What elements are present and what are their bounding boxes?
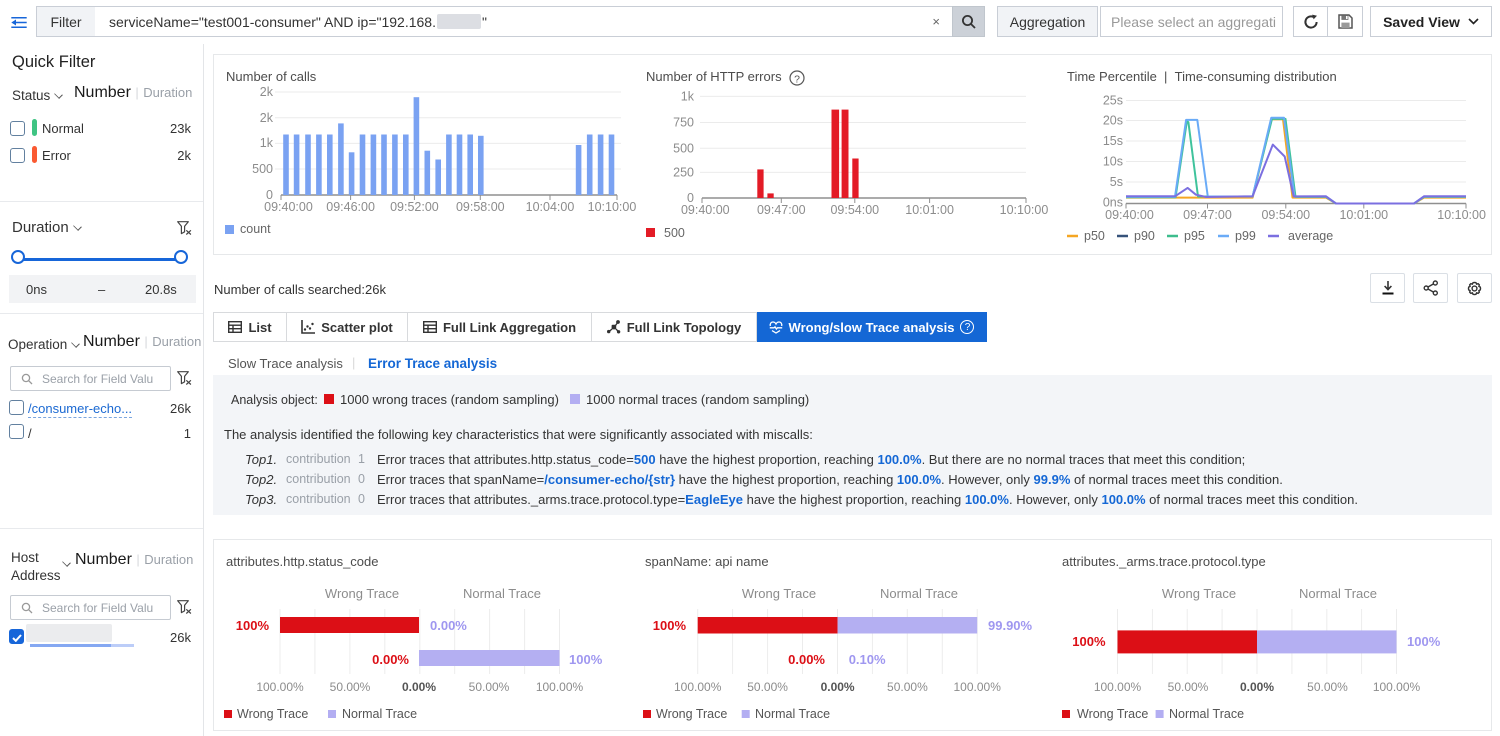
svg-text:p99: p99 bbox=[1235, 229, 1256, 243]
svg-text:p95: p95 bbox=[1184, 229, 1205, 243]
svg-text:10:01:00: 10:01:00 bbox=[1339, 208, 1388, 222]
svg-text:0.00%: 0.00% bbox=[788, 652, 825, 667]
svg-text:average: average bbox=[1288, 229, 1333, 243]
svg-text:0.00%: 0.00% bbox=[430, 618, 467, 633]
svg-text:10:10:00: 10:10:00 bbox=[1000, 203, 1049, 217]
svg-text:10s: 10s bbox=[1103, 155, 1123, 169]
svg-text:Wrong Trace: Wrong Trace bbox=[237, 707, 308, 721]
svg-text:Wrong Trace: Wrong Trace bbox=[1077, 707, 1148, 721]
svg-text:1k: 1k bbox=[681, 89, 695, 103]
svg-text:attributes.http.status_code: attributes.http.status_code bbox=[226, 554, 378, 569]
svg-text:50.00%: 50.00% bbox=[1307, 680, 1348, 694]
svg-text:100%: 100% bbox=[653, 618, 687, 633]
svg-text:p50: p50 bbox=[1084, 229, 1105, 243]
svg-text:0ns: 0ns bbox=[1103, 196, 1123, 210]
svg-text:Wrong Trace: Wrong Trace bbox=[656, 707, 727, 721]
svg-text:09:58:00: 09:58:00 bbox=[456, 200, 505, 214]
svg-text:spanName: api name: spanName: api name bbox=[645, 554, 769, 569]
svg-text:0.00%: 0.00% bbox=[402, 680, 436, 694]
svg-text:09:47:00: 09:47:00 bbox=[1183, 208, 1232, 222]
svg-text:Wrong Trace: Wrong Trace bbox=[1162, 586, 1236, 601]
svg-text:50.00%: 50.00% bbox=[469, 680, 510, 694]
svg-text:500: 500 bbox=[252, 162, 273, 176]
svg-text:Normal Trace: Normal Trace bbox=[1299, 586, 1377, 601]
svg-text:0.10%: 0.10% bbox=[849, 652, 886, 667]
svg-text:Normal Trace: Normal Trace bbox=[463, 586, 541, 601]
svg-text:10:04:00: 10:04:00 bbox=[526, 200, 575, 214]
svg-text:50.00%: 50.00% bbox=[1168, 680, 1209, 694]
svg-text:Normal Trace: Normal Trace bbox=[342, 707, 417, 721]
svg-text:0.00%: 0.00% bbox=[821, 680, 855, 694]
svg-text:p90: p90 bbox=[1134, 229, 1155, 243]
svg-text:09:40:00: 09:40:00 bbox=[681, 203, 730, 217]
svg-text:09:47:00: 09:47:00 bbox=[757, 203, 806, 217]
svg-text:Number of HTTP errors: Number of HTTP errors bbox=[646, 69, 782, 84]
svg-text:750: 750 bbox=[673, 116, 694, 130]
svg-text:100.00%: 100.00% bbox=[1373, 680, 1421, 694]
svg-text:1k: 1k bbox=[260, 136, 274, 150]
svg-text:10:01:00: 10:01:00 bbox=[905, 203, 954, 217]
svg-text:Time Percentile | Time-consu: Time Percentile | Time-consuming distrib… bbox=[1067, 69, 1337, 84]
svg-text:100.00%: 100.00% bbox=[536, 680, 584, 694]
svg-text:100.00%: 100.00% bbox=[954, 680, 1002, 694]
svg-text:50.00%: 50.00% bbox=[747, 680, 788, 694]
svg-text:99.90%: 99.90% bbox=[988, 618, 1033, 633]
svg-text:?: ? bbox=[794, 74, 800, 86]
svg-text:0: 0 bbox=[687, 191, 694, 205]
svg-text:500: 500 bbox=[664, 226, 685, 240]
svg-text:Wrong Trace: Wrong Trace bbox=[742, 586, 816, 601]
svg-text:09:46:00: 09:46:00 bbox=[326, 200, 375, 214]
svg-text:0: 0 bbox=[266, 188, 273, 202]
svg-text:20s: 20s bbox=[1103, 114, 1123, 128]
svg-text:09:54:00: 09:54:00 bbox=[1261, 208, 1310, 222]
svg-text:100.00%: 100.00% bbox=[1094, 680, 1142, 694]
svg-text:50.00%: 50.00% bbox=[887, 680, 928, 694]
svg-text:100.00%: 100.00% bbox=[256, 680, 304, 694]
svg-text:09:54:00: 09:54:00 bbox=[830, 203, 879, 217]
svg-text:10:10:00: 10:10:00 bbox=[1437, 208, 1486, 222]
svg-text:100%: 100% bbox=[236, 618, 270, 633]
svg-text:100%: 100% bbox=[1072, 634, 1106, 649]
svg-text:count: count bbox=[240, 222, 271, 236]
svg-text:250: 250 bbox=[673, 165, 694, 179]
svg-text:Normal Trace: Normal Trace bbox=[1169, 707, 1244, 721]
svg-text:2k: 2k bbox=[260, 85, 274, 99]
svg-text:Number of calls: Number of calls bbox=[226, 69, 317, 84]
svg-text:10:10:00: 10:10:00 bbox=[588, 200, 637, 214]
svg-text:100%: 100% bbox=[1407, 634, 1441, 649]
svg-text:100.00%: 100.00% bbox=[674, 680, 722, 694]
svg-text:5s: 5s bbox=[1110, 175, 1123, 189]
svg-text:Normal Trace: Normal Trace bbox=[755, 707, 830, 721]
svg-text:09:40:00: 09:40:00 bbox=[264, 200, 313, 214]
svg-text:100%: 100% bbox=[569, 652, 603, 667]
svg-text:25s: 25s bbox=[1103, 94, 1123, 108]
svg-text:Wrong Trace: Wrong Trace bbox=[325, 586, 399, 601]
svg-text:15s: 15s bbox=[1103, 134, 1123, 148]
svg-text:0.00%: 0.00% bbox=[1240, 680, 1274, 694]
svg-text:09:52:00: 09:52:00 bbox=[390, 200, 439, 214]
svg-text:500: 500 bbox=[673, 141, 694, 155]
svg-text:0.00%: 0.00% bbox=[372, 652, 409, 667]
svg-text:50.00%: 50.00% bbox=[330, 680, 371, 694]
svg-text:2k: 2k bbox=[260, 111, 274, 125]
svg-text:09:40:00: 09:40:00 bbox=[1105, 208, 1154, 222]
svg-text:Normal Trace: Normal Trace bbox=[880, 586, 958, 601]
svg-text:attributes._arms.trace.protoco: attributes._arms.trace.protocol.type bbox=[1062, 554, 1266, 569]
